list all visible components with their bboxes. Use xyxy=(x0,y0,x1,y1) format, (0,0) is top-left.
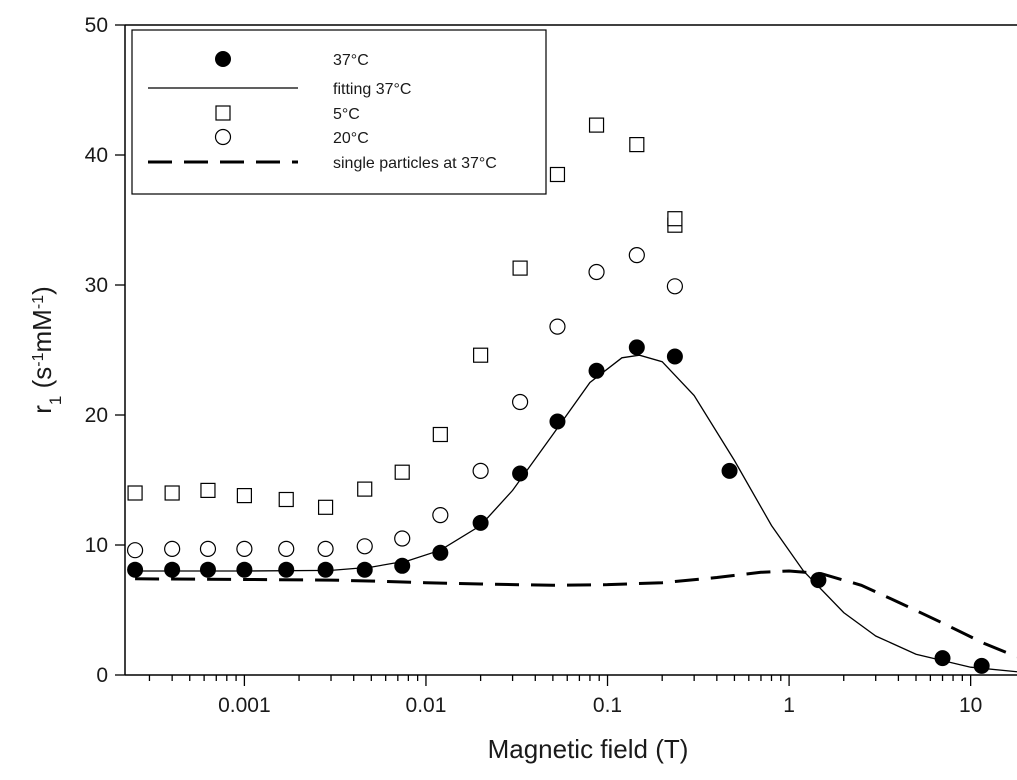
legend-marker-37c xyxy=(215,51,231,67)
y-tick-label: 0 xyxy=(96,664,108,687)
data-point-5c xyxy=(512,260,528,276)
data-point-5c xyxy=(317,499,334,515)
y-axis-title-unit-close: ) xyxy=(27,286,57,295)
data-point-37c xyxy=(721,462,738,479)
data-point-20c xyxy=(432,506,449,524)
y-axis-title-main: r xyxy=(27,405,57,414)
data-point-37c xyxy=(236,561,253,578)
x-tick-label: 0.001 xyxy=(218,694,271,717)
y-tick-label: 50 xyxy=(85,14,108,37)
data-point-5c xyxy=(200,482,216,498)
x-tick-label: 0.01 xyxy=(406,694,447,717)
data-point-37c xyxy=(973,657,990,674)
data-point-37c xyxy=(472,514,489,531)
data-point-37c xyxy=(512,465,529,482)
data-point-20c xyxy=(628,247,645,264)
legend-label-single-particles: single particles at 37°C xyxy=(333,155,497,172)
y-axis-title-sub: 1 xyxy=(46,396,65,405)
y-axis-title-sup2: -1 xyxy=(30,295,47,309)
data-point-5c xyxy=(164,485,180,501)
data-point-5c xyxy=(236,488,252,504)
y-tick-label: 10 xyxy=(85,534,108,557)
data-point-37c xyxy=(628,339,645,356)
data-point-5c xyxy=(588,117,605,133)
legend-box xyxy=(131,29,547,195)
y-tick-label: 20 xyxy=(85,404,108,427)
data-point-20c xyxy=(236,540,253,558)
data-point-37c xyxy=(666,348,683,365)
data-point-37c xyxy=(317,561,334,578)
data-point-20c xyxy=(164,540,181,558)
data-point-5c xyxy=(549,166,566,183)
data-point-37c xyxy=(356,561,373,578)
data-point-20c xyxy=(472,462,489,479)
data-point-20c xyxy=(126,542,144,559)
data-point-5c xyxy=(432,426,448,443)
data-point-37c xyxy=(432,544,449,561)
data-point-5c xyxy=(629,137,645,153)
y-tick-label: 30 xyxy=(85,274,108,297)
legend-label-5c: 5°C xyxy=(333,106,360,123)
x-tick-label: 0.1 xyxy=(593,694,622,717)
data-point-5c xyxy=(473,347,489,363)
data-point-37c xyxy=(278,561,295,578)
data-point-20c xyxy=(394,530,411,547)
data-point-20c xyxy=(317,540,334,558)
legend-label-37c: 37°C xyxy=(333,52,369,69)
data-point-37c xyxy=(199,561,216,578)
data-point-37c xyxy=(394,557,411,574)
y-axis-title-unit-mid: mM xyxy=(27,309,57,352)
x-axis-ticks: 0.001 0.01 0.1 1 10 xyxy=(148,675,982,717)
x-tick-label: 10 xyxy=(959,694,982,717)
legend-label-20c: 20°C xyxy=(333,130,369,147)
data-point-5c xyxy=(278,491,294,508)
data-point-5c xyxy=(394,464,410,480)
data-point-20c xyxy=(199,540,217,558)
data-point-20c xyxy=(666,278,683,295)
data-point-20c xyxy=(588,263,605,281)
y-axis-title-unit-open: (s xyxy=(27,367,57,396)
legend-marker-20c xyxy=(214,128,232,146)
y-tick-label: 40 xyxy=(85,144,108,167)
data-point-5c xyxy=(127,485,143,501)
y-axis-title: r1 (s-1mM-1) xyxy=(27,286,65,414)
legend-label-fitting: fitting 37°C xyxy=(333,81,411,98)
single-particles-curve xyxy=(135,569,1017,659)
data-point-20c xyxy=(512,393,529,411)
data-point-5c xyxy=(667,211,683,227)
legend-marker-5c xyxy=(215,105,231,121)
fitting-curve-37c xyxy=(135,354,1017,673)
data-point-20c xyxy=(278,540,295,558)
plot-marks xyxy=(126,117,1017,674)
legend: 37°C fitting 37°C 5°C 20°C single partic… xyxy=(131,29,547,195)
data-point-37c xyxy=(164,561,181,578)
data-point-37c xyxy=(549,413,566,430)
data-point-37c xyxy=(588,362,605,379)
y-axis-ticks: 0 10 20 30 40 50 xyxy=(85,14,125,687)
y-axis-title-sup1: -1 xyxy=(30,352,47,366)
data-point-20c xyxy=(549,318,566,335)
data-point-37c xyxy=(127,561,144,578)
data-point-37c xyxy=(934,650,951,667)
data-point-5c xyxy=(357,481,373,497)
x-axis-title: Magnetic field (T) xyxy=(488,734,689,764)
data-point-20c xyxy=(356,538,373,555)
data-point-37c xyxy=(810,572,827,589)
x-tick-label: 1 xyxy=(783,694,795,717)
